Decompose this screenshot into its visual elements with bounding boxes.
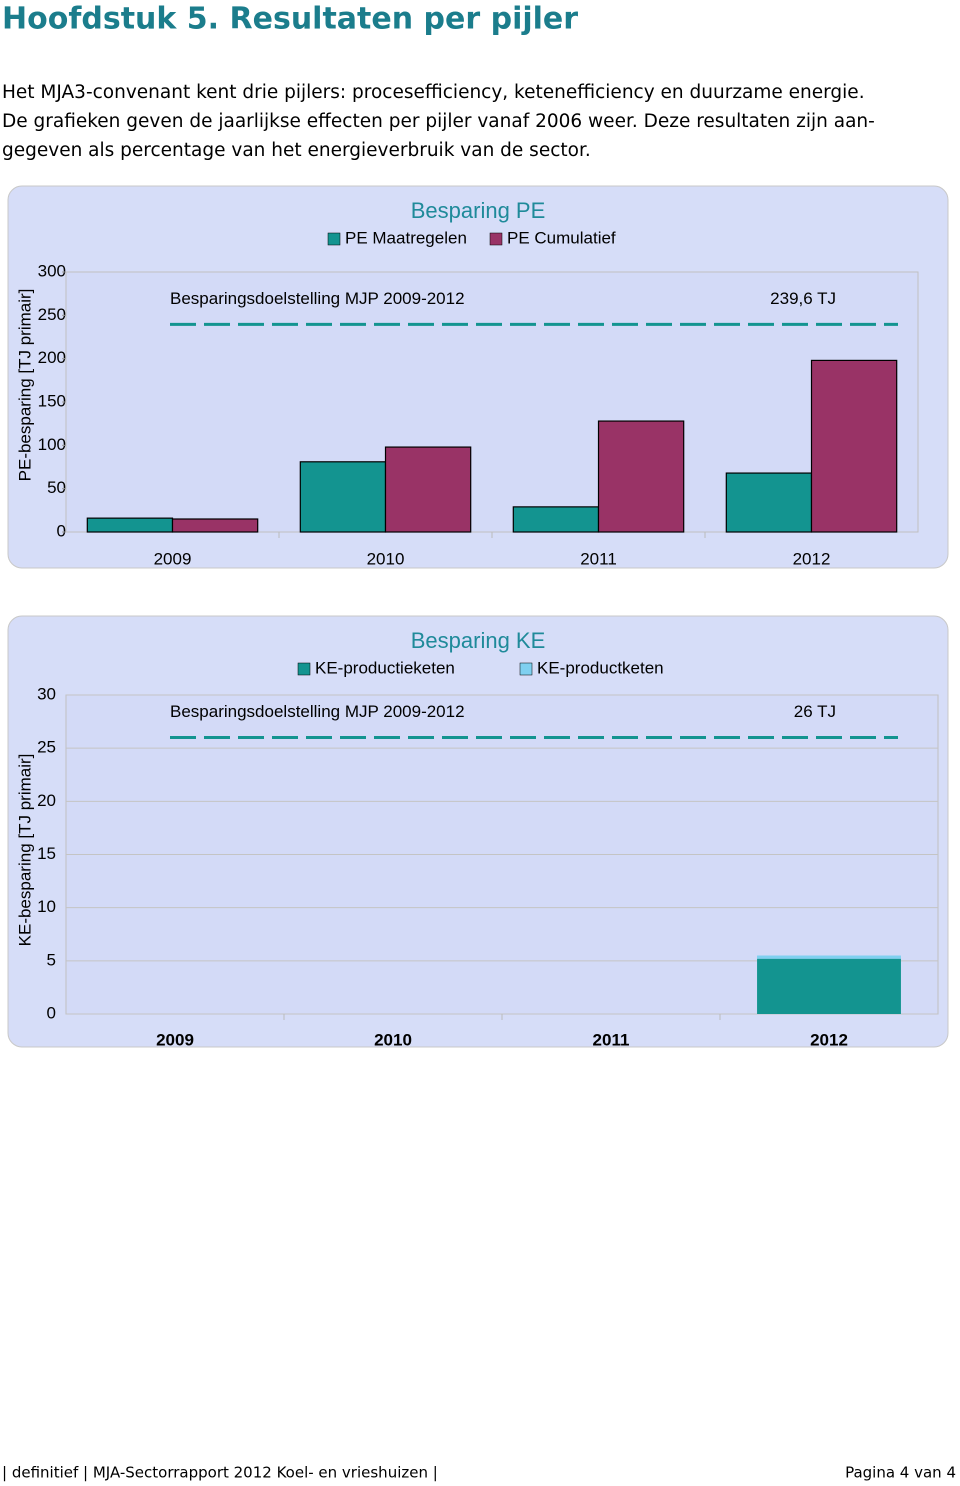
x-tick-label: 2011 [580,549,617,568]
paragraph-line: De grafieken geven de jaarlijkse effecte… [2,111,875,132]
chart-title: Besparing PE [411,198,546,223]
x-tick-label: 2012 [810,1030,848,1049]
y-tick-label: 25 [37,738,56,757]
y-tick-label: 100 [38,435,66,454]
y-tick-label: 15 [37,844,56,863]
target-label: 26 TJ [794,702,836,721]
legend-label: KE-productketen [537,658,664,677]
x-tick-label: 2010 [374,1030,412,1049]
y-tick-label: 150 [38,391,66,410]
bar [512,506,600,533]
y-tick-label: 0 [57,521,66,540]
bar [810,359,898,533]
bar [757,958,901,1014]
y-tick-label: 50 [47,478,66,497]
y-tick-label: 5 [47,950,56,969]
y-tick-label: 30 [37,684,56,703]
bar [597,420,685,533]
target-name: Besparingsdoelstelling MJP 2009-2012 [170,702,465,721]
x-tick-label: 2012 [793,549,831,568]
target-name: Besparingsdoelstelling MJP 2009-2012 [170,289,465,308]
y-tick-label: 10 [37,897,56,916]
legend-swatch [297,662,311,676]
footer-right: Pagina 4 van 4 [845,1464,956,1482]
paragraph-line: Het MJA3-convenant kent drie pijlers: pr… [2,82,865,103]
legend-label: KE-productieketen [315,658,455,677]
bar [86,517,174,533]
bar [171,518,259,533]
x-tick-label: 2011 [593,1030,630,1049]
paragraph-line: gegeven als percentage van het energieve… [2,140,591,161]
y-axis-label: PE-besparing [TJ primair] [15,289,34,482]
bar [384,446,472,533]
y-tick-label: 20 [37,791,56,810]
y-tick-label: 0 [47,1003,56,1022]
x-tick-label: 2009 [154,549,192,568]
x-tick-label: 2009 [156,1030,194,1049]
bar [725,472,813,533]
legend-swatch [519,662,533,676]
y-tick-label: 300 [38,261,66,280]
legend-swatch [489,232,503,246]
x-tick-label: 2010 [367,549,405,568]
footer-left: | definitief | MJA-Sectorrapport 2012 Ko… [2,1464,438,1482]
legend-swatch [327,232,341,246]
chart-title: Besparing KE [411,628,546,653]
legend-label: PE Cumulatief [507,228,616,247]
bar [757,955,901,959]
target-label: 239,6 TJ [770,289,836,308]
y-tick-label: 200 [38,348,66,367]
y-axis-label: KE-besparing [TJ primair] [15,754,34,947]
bar [299,461,387,533]
y-tick-label: 250 [38,305,66,324]
page-title: Hoofdstuk 5. Resultaten per pijler [2,2,578,37]
legend-label: PE Maatregelen [345,228,467,247]
